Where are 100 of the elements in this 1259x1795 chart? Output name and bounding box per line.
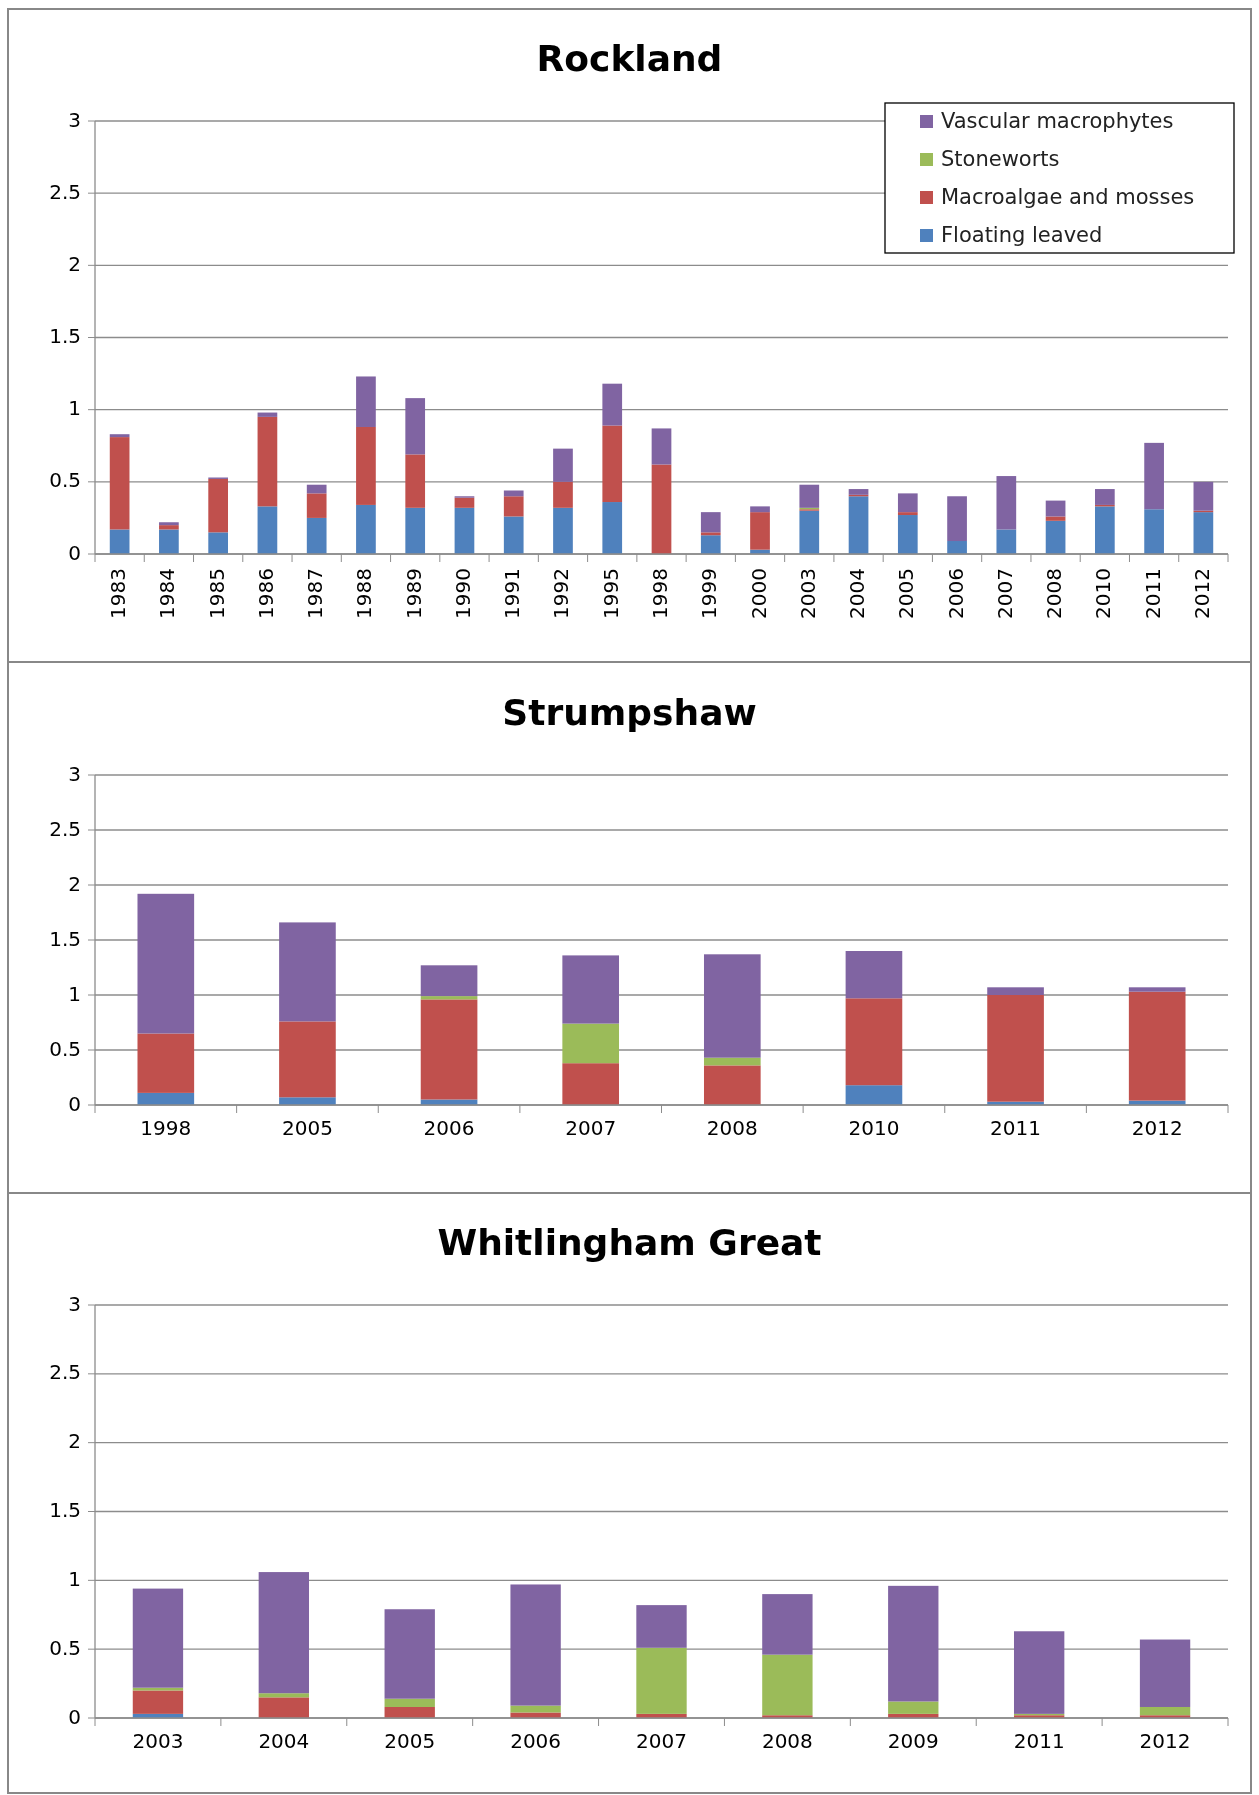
y-tick-label: 2.5 <box>49 1360 81 1385</box>
x-tick-label: 1986 <box>253 568 278 619</box>
bar <box>1045 516 1066 521</box>
x-tick-label: 1998 <box>140 1116 192 1140</box>
y-tick-label: 1 <box>68 396 81 421</box>
bar <box>750 512 770 550</box>
bar <box>987 987 1044 995</box>
bar <box>996 529 1017 554</box>
bar <box>420 996 478 1000</box>
legend-label: Vascular macrophytes <box>941 109 1174 133</box>
bar <box>109 529 130 554</box>
bar <box>356 376 376 427</box>
y-tick-label: 2 <box>68 251 81 276</box>
bar <box>750 506 770 513</box>
bar <box>257 506 278 554</box>
bar <box>503 516 524 554</box>
bar <box>454 497 475 508</box>
x-tick-label: 1992 <box>549 568 574 619</box>
bar <box>454 507 475 554</box>
x-tick-label: 2004 <box>258 1729 310 1753</box>
bar <box>700 512 721 533</box>
y-tick-label: 2 <box>68 1429 81 1454</box>
bar <box>562 1063 620 1105</box>
x-tick-label: 2005 <box>281 1116 333 1140</box>
x-tick-label: 2005 <box>384 1729 436 1753</box>
y-tick-label: 3 <box>68 107 81 132</box>
bar <box>137 893 195 1034</box>
bar <box>405 507 426 554</box>
x-tick-label: 1983 <box>106 568 131 619</box>
x-tick-label: 1988 <box>352 568 377 619</box>
bar <box>159 522 179 526</box>
bar <box>258 1572 310 1694</box>
bar <box>845 1085 903 1105</box>
bar <box>503 496 524 517</box>
x-tick-label: 2000 <box>746 568 771 619</box>
x-tick-label: 2004 <box>845 568 870 619</box>
x-tick-label: 2011 <box>990 1116 1042 1140</box>
x-tick-label: 2012 <box>1139 1729 1191 1753</box>
bar <box>1095 506 1115 554</box>
bar <box>1045 520 1066 554</box>
bar <box>356 426 376 505</box>
bar <box>1144 509 1164 554</box>
legend-label: Floating leaved <box>941 223 1103 247</box>
y-tick-label: 0.5 <box>49 1635 81 1660</box>
bar <box>897 515 918 554</box>
y-tick-label: 2.5 <box>49 816 81 841</box>
x-tick-label: 2011 <box>1013 1729 1065 1753</box>
bar <box>996 476 1017 530</box>
x-tick-label: 2007 <box>992 568 1017 619</box>
bar <box>306 517 327 554</box>
x-tick-label: 1985 <box>204 568 229 619</box>
x-tick-label: 1991 <box>500 568 525 619</box>
x-tick-label: 2007 <box>565 1116 617 1140</box>
x-tick-label: 2012 <box>1189 568 1214 619</box>
y-tick-label: 1 <box>68 981 81 1006</box>
legend-label: Stoneworts <box>941 147 1060 171</box>
bar <box>258 1693 310 1698</box>
y-tick-label: 1 <box>68 1566 81 1591</box>
bar <box>503 490 524 497</box>
y-tick-label: 1.5 <box>49 926 81 951</box>
bar <box>636 1647 687 1714</box>
bar <box>562 1023 620 1064</box>
x-tick-label: 1987 <box>303 568 328 619</box>
y-tick-label: 0 <box>68 1091 81 1116</box>
bar <box>987 995 1044 1102</box>
bar <box>888 1585 939 1702</box>
x-tick-label: 2006 <box>510 1729 562 1753</box>
x-tick-label: 2003 <box>132 1729 184 1753</box>
bar <box>109 434 130 438</box>
bar <box>132 1588 184 1688</box>
bar <box>1128 987 1186 992</box>
bar <box>208 478 228 533</box>
bar <box>553 481 573 508</box>
x-tick-label: 2003 <box>795 568 820 619</box>
y-tick-label: 0 <box>68 1704 81 1729</box>
x-tick-label: 2006 <box>423 1116 475 1140</box>
bar <box>703 954 761 1058</box>
x-tick-label: 2012 <box>1131 1116 1183 1140</box>
bar <box>947 496 967 542</box>
bar <box>306 493 327 518</box>
bar <box>137 1033 195 1093</box>
bar <box>510 1584 561 1706</box>
bar <box>1144 442 1164 510</box>
x-tick-label: 1984 <box>155 568 180 619</box>
x-tick-label: 2008 <box>1042 568 1067 619</box>
x-tick-label: 2010 <box>848 1116 900 1140</box>
x-tick-label: 1998 <box>648 568 672 619</box>
bar <box>405 398 426 455</box>
bar <box>279 922 336 1022</box>
bar <box>848 489 869 495</box>
bar <box>651 464 672 554</box>
bar <box>1193 481 1214 511</box>
bar <box>258 1697 310 1718</box>
bar <box>1139 1639 1191 1707</box>
y-tick-label: 0 <box>68 540 81 565</box>
bar <box>384 1609 435 1699</box>
bar <box>208 532 228 554</box>
bar <box>947 541 967 554</box>
x-tick-label: 1995 <box>598 568 623 619</box>
bar <box>420 965 478 997</box>
